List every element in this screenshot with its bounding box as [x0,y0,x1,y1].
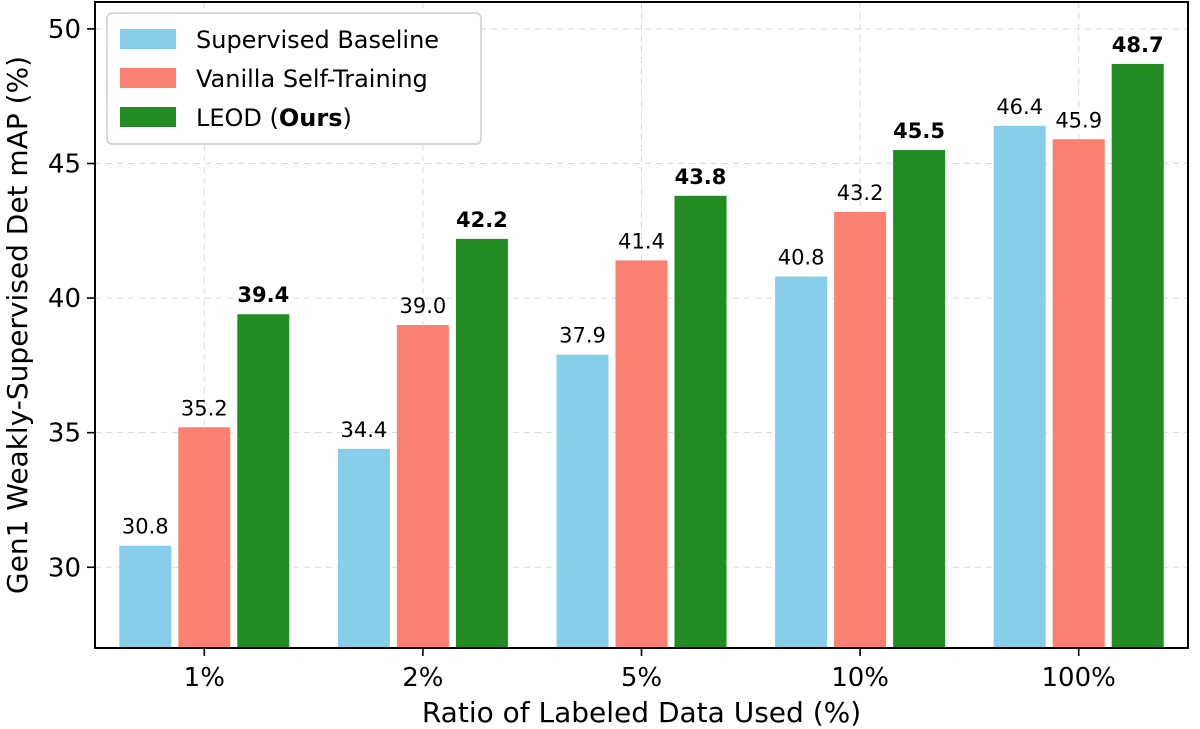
legend-swatch-supervised-baseline [120,29,176,49]
bar-value-label: 34.4 [341,418,388,442]
legend-label-leod-ours: LEOD (Ours) [196,104,352,132]
bar [396,325,449,648]
legend-swatch-leod-ours [120,107,176,127]
legend-label-supervised-baseline: Supervised Baseline [196,26,439,54]
axis-ticks: 30 35 40 45 50 1% 2% 5% 10% 100% [48,15,1116,693]
bar [893,150,946,648]
bar-value-label: 37.9 [559,324,606,348]
bars [119,63,1164,649]
y-axis-title: Gen1 Weakly-Supervised Det mAP (%) [1,56,34,594]
bar-value-label: 48.7 [1112,33,1164,57]
bar [775,276,828,648]
bar [993,125,1046,649]
x-tick-label: 100% [1042,663,1116,693]
bar-value-label: 30.8 [122,515,169,539]
bar [337,448,390,648]
y-tick-label: 45 [48,150,81,180]
bar [615,260,668,648]
legend-label-leod-bold: Ours [279,104,343,132]
bar-value-label: 45.5 [893,119,945,143]
bar-value-label: 35.2 [181,396,228,420]
data-labels: 30.8 34.4 37.9 40.8 46.4 35.2 39.0 41.4 43.2 45.9… [122,33,1164,539]
legend-label-leod-prefix: LEOD ( [196,104,279,132]
y-tick-label: 30 [48,553,81,583]
bar [455,238,508,648]
bar [237,314,290,648]
bar-value-label: 45.9 [1055,108,1102,132]
bar [119,545,172,648]
legend-box [106,12,482,145]
bar-value-label: 41.4 [618,229,665,253]
x-tick-label: 2% [402,663,443,693]
bar-value-label: 39.4 [237,283,289,307]
legend: Supervised Baseline Vanilla Self-Trainin… [106,12,482,145]
y-tick-label: 50 [48,15,81,45]
bar-value-label: 43.8 [675,165,727,189]
x-tick-label: 5% [621,663,662,693]
bar-value-label: 46.4 [996,95,1043,119]
y-tick-label: 35 [48,419,81,449]
bar-value-label: 42.2 [456,208,508,232]
bar [556,354,609,648]
bar [834,211,887,648]
x-axis-title: Ratio of Labeled Data Used (%) [422,696,861,729]
bar [178,427,231,648]
legend-swatch-vanilla-self-training [120,68,176,88]
x-tick-label: 10% [831,663,889,693]
bar-value-label: 40.8 [778,246,825,270]
bar [1111,63,1164,649]
bar [674,195,727,649]
bar-value-label: 43.2 [837,181,884,205]
bar-value-label: 39.0 [400,294,447,318]
bar [1052,139,1105,648]
legend-label-vanilla-self-training: Vanilla Self-Training [196,65,428,93]
x-tick-label: 1% [184,663,225,693]
y-tick-label: 40 [48,284,81,314]
legend-label-leod-suffix: ) [343,104,352,132]
